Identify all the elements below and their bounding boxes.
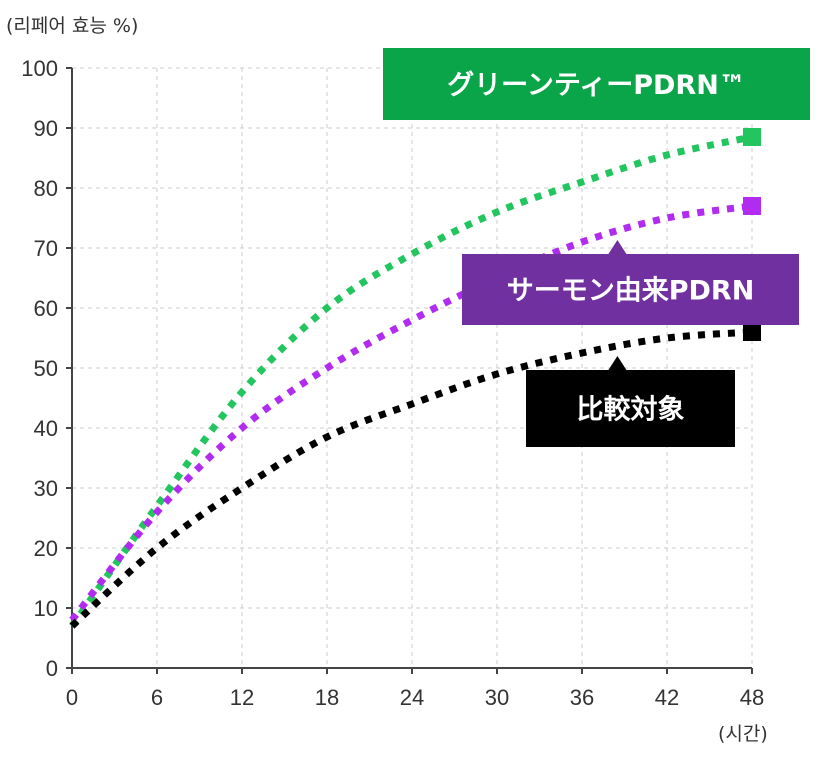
label-pointer [608,240,627,254]
series-line-1 [69,202,753,623]
label-box [462,254,799,325]
x-tick-label: 42 [655,685,679,710]
label-text: グリーンティーPDRN™ [447,69,746,101]
label-box [526,370,735,447]
series-line-2 [69,328,753,629]
y-axis-ticks: 0 10 20 30 40 50 60 70 80 90 100 [21,56,72,681]
x-tick-label: 36 [570,685,594,710]
series-end-marker-0 [743,128,761,146]
series-label-2: 比較対象 [526,356,735,447]
y-tick-label: 20 [34,536,58,561]
x-tick-label: 18 [315,685,339,710]
x-axis-title: (시간) [718,723,768,745]
label-text: 比較対象 [577,394,685,426]
y-tick-label: 70 [34,236,58,261]
series-lines [69,128,761,629]
y-tick-label: 80 [34,176,58,201]
x-axis-ticks: 0 6 12 18 24 30 36 42 48 [66,668,764,710]
y-tick-label: 50 [34,356,58,381]
x-tick-label: 12 [230,685,254,710]
y-axis-title: (리페어 효능 %) [6,15,138,37]
y-tick-label: 30 [34,476,58,501]
y-tick-label: 40 [34,416,58,441]
grid-lines [72,67,753,668]
x-tick-label: 30 [485,685,509,710]
label-text: サーモン由来PDRN [507,276,755,307]
x-tick-label: 48 [740,685,764,710]
y-tick-label: 0 [46,656,58,681]
y-tick-label: 100 [21,56,58,81]
x-tick-label: 24 [400,685,424,710]
series-label-0: グリーンティーPDRN™ [383,48,810,120]
series-labels: グリーンティーPDRN™ サーモン由来PDRN 比較対象 [383,48,810,447]
x-tick-label: 0 [66,685,78,710]
y-tick-label: 90 [34,116,58,141]
label-box [383,48,810,120]
x-tick-label: 6 [151,685,163,710]
series-end-marker-2 [743,323,761,341]
y-tick-label: 60 [34,296,58,321]
series-end-marker-1 [743,197,761,215]
y-tick-label: 10 [34,596,58,621]
label-pointer [608,356,627,370]
series-label-1: サーモン由来PDRN [462,240,799,325]
